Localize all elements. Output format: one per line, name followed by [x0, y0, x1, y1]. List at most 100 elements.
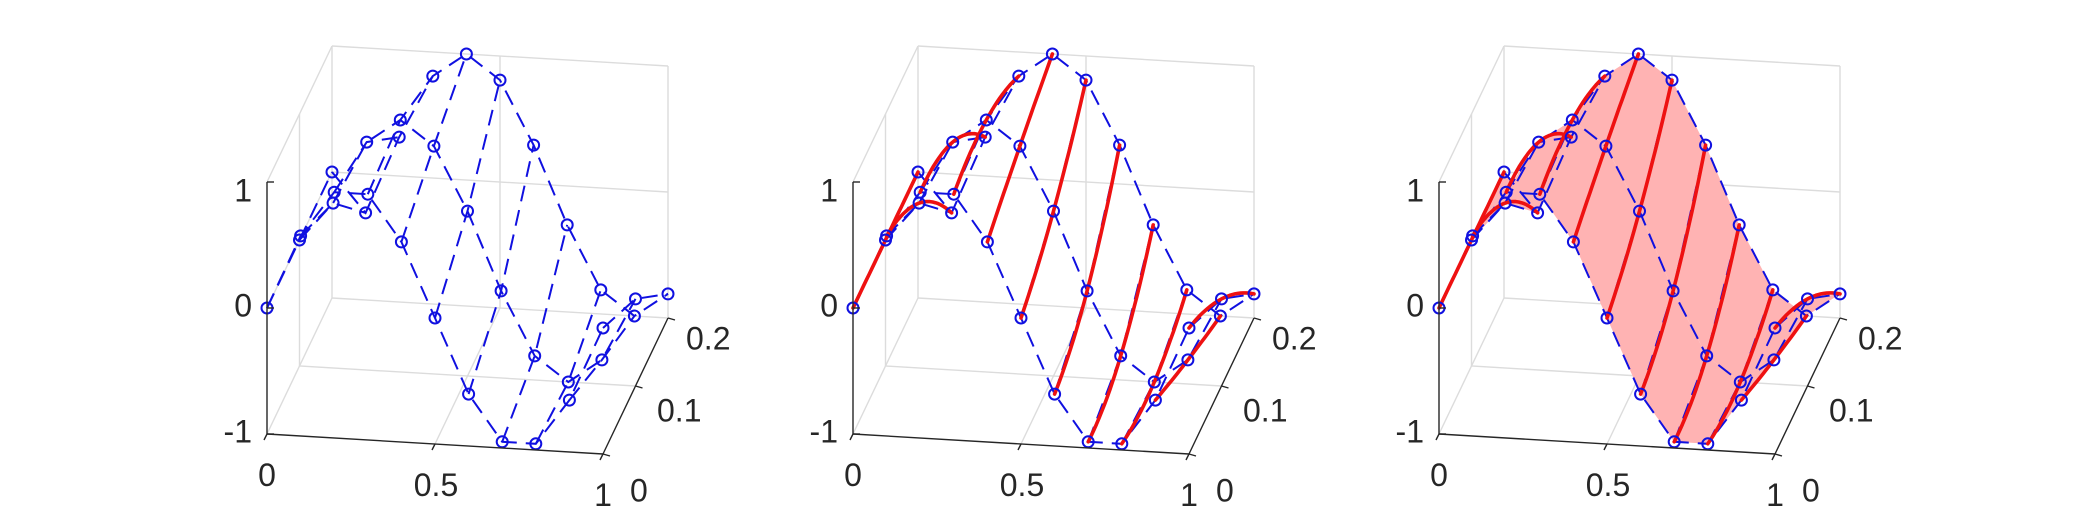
grid-line: [1020, 56, 1087, 445]
panel-3-x-tick-labels: 0 0.5 1: [1430, 457, 1784, 513]
dashed-cross-line: [568, 315, 636, 401]
data-point-marker: [1699, 138, 1713, 152]
solid-curve: [951, 74, 1021, 196]
data-point-marker: [1700, 349, 1714, 363]
data-point-marker: [947, 187, 961, 201]
data-point-marker: [1732, 218, 1746, 232]
y-tick-label: 0.1: [657, 392, 701, 428]
solid-curve: [1153, 314, 1223, 402]
data-point-marker: [1599, 139, 1613, 153]
grid-line: [298, 114, 636, 387]
data-point-marker: [1598, 69, 1612, 83]
z-tick-label: 0: [820, 287, 838, 323]
panel-3-z-tick-labels: 1 0 -1: [1396, 172, 1424, 449]
data-point-marker: [1148, 393, 1162, 407]
data-point-marker: [1634, 387, 1648, 401]
dashed-cross-line: [467, 144, 535, 395]
solid-curve: [985, 52, 1055, 244]
solid-curve: [1437, 170, 1506, 310]
data-point-marker: [912, 196, 926, 210]
data-point-marker: [1045, 47, 1059, 61]
panel-3-markers: [1432, 47, 1847, 451]
panel-1-z-tick-labels: 1 0 -1: [224, 172, 252, 449]
dashed-series-line: [331, 52, 669, 318]
data-point-marker: [978, 130, 992, 144]
panel-1: 1 0 -1 0 0.5 1 0 0.1 0.2: [224, 45, 730, 513]
dashed-cross-line: [501, 224, 569, 443]
surface-patch: [1706, 224, 1773, 382]
surface-patch: [1573, 146, 1640, 318]
dashed-cross-line: [434, 79, 501, 319]
panel-2-x-tick-labels: 0 0.5 1: [844, 457, 1198, 513]
data-point-marker: [1215, 292, 1228, 306]
dashed-cross-line: [266, 171, 333, 309]
data-point-marker: [1048, 387, 1062, 401]
data-point-marker: [1147, 375, 1161, 389]
data-point-marker: [462, 387, 476, 401]
y-tick-mark: [1839, 317, 1848, 321]
z-tick-label: -1: [1396, 413, 1424, 449]
data-point-marker: [325, 165, 339, 179]
data-point-marker: [1079, 73, 1093, 87]
data-point-marker: [528, 349, 542, 363]
data-point-marker: [1566, 235, 1580, 249]
data-point-marker: [596, 321, 610, 335]
x-tick-mark: [849, 433, 854, 441]
solid-curve: [918, 131, 988, 194]
data-point-marker: [361, 187, 375, 201]
data-point-marker: [945, 206, 959, 220]
data-point-marker: [494, 284, 508, 298]
data-point-marker: [1833, 287, 1847, 301]
x-tick-label: 1: [1180, 477, 1198, 513]
data-point-marker: [427, 139, 441, 153]
panel-2-solid-lines: [851, 52, 1256, 446]
panel-1-markers: [260, 47, 675, 451]
data-point-marker: [1801, 292, 1814, 306]
grid-line: [434, 56, 501, 445]
data-point-marker: [293, 233, 306, 247]
x-tick-mark: [599, 453, 604, 461]
y-tick-label: 0.2: [1858, 320, 1902, 356]
data-point-marker: [980, 235, 994, 249]
data-point-marker: [911, 165, 925, 179]
y-tick-mark: [1253, 317, 1262, 321]
data-point-marker: [561, 375, 575, 389]
x-tick-label: 1: [1766, 477, 1784, 513]
x-tick-mark: [1017, 443, 1022, 451]
y-tick-label: 0: [630, 472, 648, 508]
solid-curve: [1470, 199, 1540, 238]
surface-patch: [1538, 76, 1605, 143]
z-tick-label: -1: [810, 413, 838, 449]
data-point-marker: [1631, 47, 1645, 61]
data-point-marker: [360, 135, 374, 149]
data-point-marker: [1766, 283, 1780, 297]
x-tick-label: 0.5: [414, 467, 458, 503]
x-tick-mark: [263, 433, 268, 441]
data-point-marker: [1047, 204, 1060, 218]
solid-curve: [851, 170, 920, 310]
y-tick-label: 0.1: [1829, 392, 1873, 428]
dashed-cross-line: [534, 289, 602, 445]
grid-line: [884, 114, 1222, 387]
panel-2-y-tick-labels: 0 0.1 0.2: [1216, 320, 1316, 508]
y-tick-mark: [1807, 385, 1815, 389]
data-point-marker: [1564, 130, 1578, 144]
y-tick-label: 0: [1802, 472, 1820, 508]
data-point-marker: [426, 69, 440, 83]
panel-3-axes: [1435, 181, 1848, 461]
data-point-marker: [1665, 73, 1679, 87]
data-point-marker: [461, 204, 474, 218]
x-tick-label: 1: [594, 477, 612, 513]
z-tick-label: 0: [1406, 287, 1424, 323]
surface-patch: [1773, 293, 1840, 360]
data-point-marker: [1114, 349, 1128, 363]
data-point-marker: [392, 130, 406, 144]
data-point-marker: [1182, 321, 1196, 335]
solid-curve: [1538, 74, 1607, 196]
dashed-cross-line: [885, 201, 952, 237]
x-tick-label: 0: [1430, 457, 1448, 493]
data-point-marker: [359, 206, 373, 220]
data-point-marker: [493, 73, 507, 87]
surface-patch: [1605, 54, 1672, 212]
